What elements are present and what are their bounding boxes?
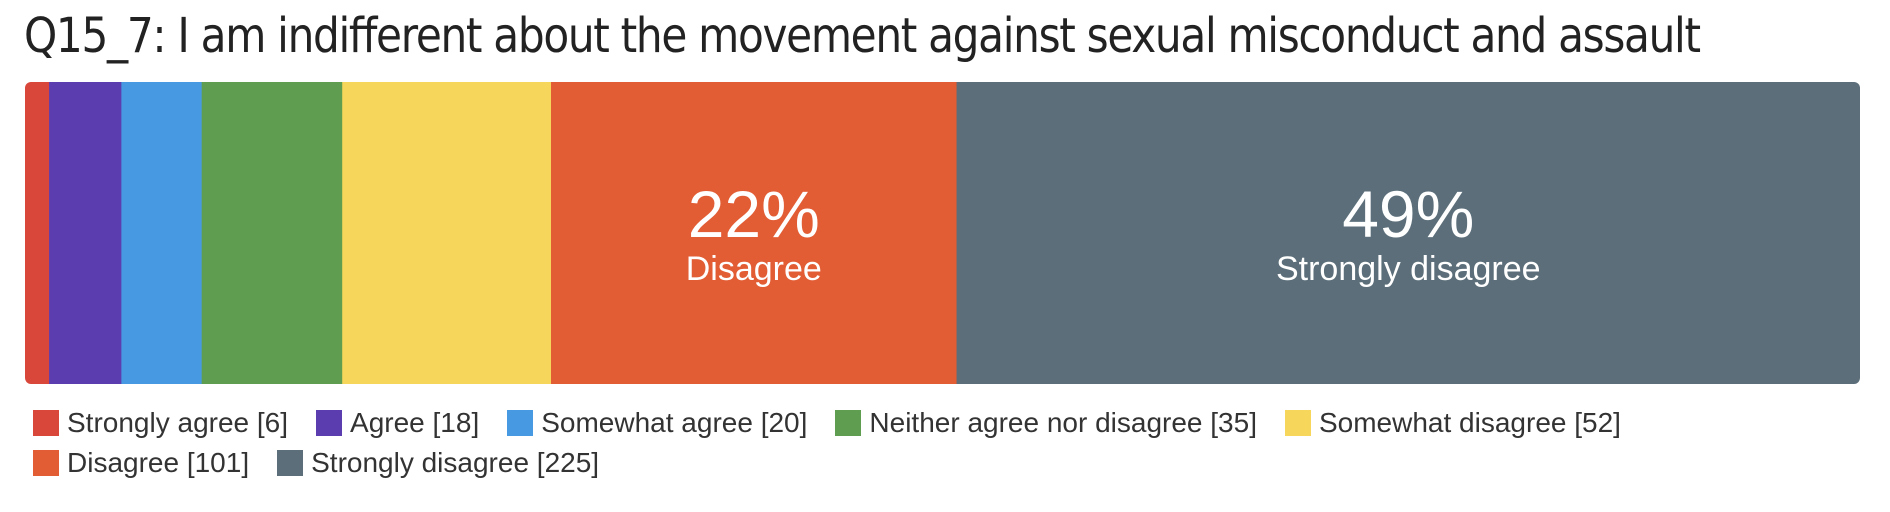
legend-swatch xyxy=(277,450,304,476)
legend-swatch xyxy=(33,410,59,436)
bar-segment-disagree xyxy=(551,82,958,384)
legend-item: Agree [18] xyxy=(316,407,480,438)
segment-percent-label: 49% xyxy=(1342,177,1474,251)
legend-label: Neither agree nor disagree [35] xyxy=(869,407,1257,438)
bar-segment-strongly-disagree xyxy=(956,82,1860,384)
stacked-bar: 22% Disagree 49% Strongly disagree xyxy=(25,82,1860,384)
legend-swatch xyxy=(507,410,534,436)
legend-swatch xyxy=(33,450,59,476)
legend-label: Disagree [101] xyxy=(67,447,250,478)
bar-segment-somewhat-agree xyxy=(121,82,203,384)
legend-label: Strongly agree [6] xyxy=(67,407,289,438)
legend-item: Strongly agree [6] xyxy=(33,407,289,438)
legend-swatch xyxy=(316,410,343,436)
segment-percent-label: 22% xyxy=(688,177,820,251)
legend-swatch xyxy=(835,410,862,436)
legend-swatch xyxy=(1284,410,1311,436)
bar-segment-somewhat-disagree xyxy=(342,82,552,384)
legend-label: Agree [18] xyxy=(350,407,480,438)
legend-label: Somewhat disagree [52] xyxy=(1318,407,1621,438)
legend-item: Strongly disagree [225] xyxy=(277,447,600,478)
bar-segment-agree xyxy=(49,82,122,384)
legend-item: Somewhat agree [20] xyxy=(507,407,808,438)
legend-item: Disagree [101] xyxy=(33,447,250,478)
legend: Strongly agree [6] Agree [18] Somewhat agr… xyxy=(33,407,1873,478)
segment-name-label: Strongly disagree xyxy=(1276,250,1541,288)
stacked-bar-svg: 22%Disagree 49%Strongly disagree xyxy=(25,82,1860,384)
legend-label: Strongly disagree [225] xyxy=(311,447,600,478)
legend-label: Somewhat agree [20] xyxy=(541,407,808,438)
bar-segment-strongly-agree xyxy=(25,82,50,384)
bar-segment-neither-agree-nor-disagree xyxy=(201,82,343,384)
chart-title: Q15_7: I am indifferent about the moveme… xyxy=(24,8,1701,64)
segment-name-label: Disagree xyxy=(686,250,822,288)
legend-item: Neither agree nor disagree [35] xyxy=(835,407,1257,438)
legend-item: Somewhat disagree [52] xyxy=(1284,407,1621,438)
